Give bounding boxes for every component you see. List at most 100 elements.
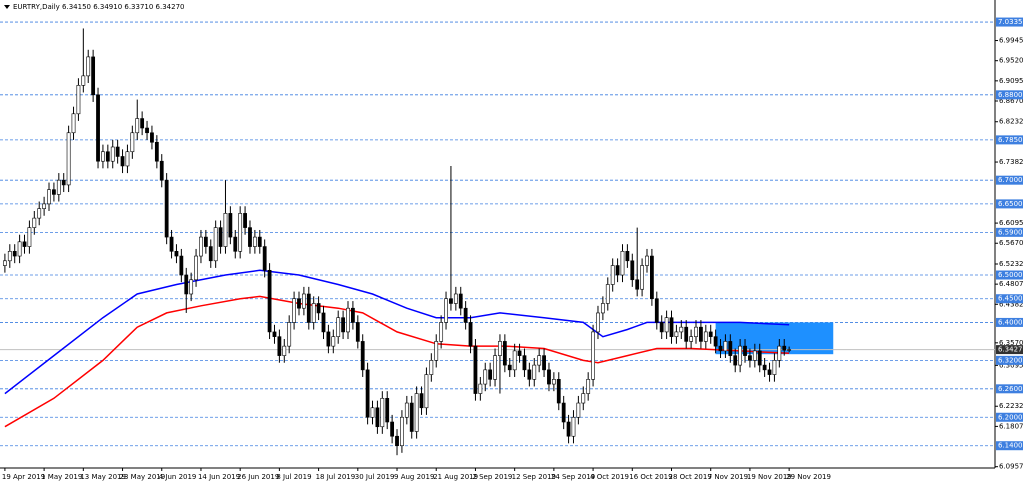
- candle-body: [458, 293, 463, 309]
- candle-body: [282, 345, 287, 356]
- candle-body: [493, 355, 497, 380]
- candle-body: [694, 326, 698, 337]
- candle-body: [752, 350, 757, 361]
- candle-body: [125, 151, 130, 167]
- x-tick-label: 19 Apr 2019: [2, 473, 45, 481]
- x-tick-label: 4 Oct 2019: [590, 473, 629, 481]
- candle-body: [640, 265, 644, 290]
- candle-body: [91, 56, 96, 96]
- last-price-label-bg: [996, 345, 1023, 355]
- level-label: 6.32000: [998, 356, 1024, 364]
- y-tick-label: 6.82325: [999, 118, 1024, 126]
- candle-body: [576, 402, 581, 418]
- candle-body: [782, 345, 787, 351]
- candle-body: [257, 236, 262, 247]
- candle-body: [453, 293, 458, 304]
- candle-body: [12, 251, 17, 257]
- candle-body: [424, 374, 429, 409]
- candle-body: [625, 251, 630, 262]
- candle-body: [566, 421, 571, 437]
- candle-body: [140, 118, 145, 129]
- candle-body: [306, 293, 311, 323]
- y-tick-label: 6.18075: [999, 422, 1024, 430]
- x-tick-label: 1 May 2019: [41, 473, 82, 481]
- candle-body: [743, 345, 747, 356]
- candle-body: [654, 298, 659, 323]
- candle-body: [42, 203, 47, 209]
- candle-body: [199, 236, 203, 257]
- candle-body: [645, 255, 649, 266]
- candle-body: [429, 360, 434, 375]
- candle-body: [400, 416, 404, 447]
- candle-body: [507, 364, 512, 371]
- candle-body: [96, 94, 100, 162]
- x-tick-label: 14 Jun 2019: [198, 473, 240, 481]
- x-tick-label: 4 Jun 2019: [159, 473, 197, 481]
- candle-body: [728, 341, 733, 356]
- candle-body: [498, 341, 502, 356]
- level-label-bg: [996, 441, 1023, 451]
- level-label-bg: [996, 135, 1023, 145]
- candle-body: [787, 349, 792, 351]
- candle-body: [311, 303, 316, 323]
- candle-body: [154, 141, 159, 162]
- candle-body: [395, 435, 399, 447]
- candle-body: [71, 113, 76, 134]
- candle-body: [194, 255, 198, 281]
- candle-body: [772, 360, 777, 375]
- candle-body: [483, 369, 488, 385]
- candle-body: [228, 213, 233, 238]
- level-label-bg: [996, 384, 1023, 394]
- y-tick-label: 6.86700: [999, 97, 1024, 105]
- candle-body: [331, 336, 336, 347]
- level-label-bg: [996, 294, 1023, 304]
- candle-body: [551, 379, 556, 385]
- candle-body: [238, 213, 243, 252]
- x-tick-label: 21 Aug 2019: [433, 473, 478, 481]
- candle-body: [439, 322, 444, 342]
- candle-body: [542, 355, 546, 371]
- candle-body: [757, 350, 762, 366]
- x-tick-label: 19 Nov 2019: [747, 473, 792, 481]
- candle-body: [365, 369, 370, 418]
- x-tick-label: 2 Sep 2019: [472, 473, 512, 481]
- candle-body: [61, 179, 66, 186]
- candle-body: [586, 379, 591, 394]
- candle-body: [738, 345, 743, 366]
- candle-body: [767, 369, 772, 375]
- candle-body: [115, 146, 120, 157]
- candle-body: [213, 227, 218, 262]
- candle-body: [184, 274, 189, 295]
- candle-body: [86, 56, 91, 77]
- candle-body: [105, 151, 110, 162]
- level-label: 6.88000: [998, 91, 1024, 99]
- candle-body: [351, 307, 355, 323]
- candle-body: [527, 369, 532, 380]
- candle-body: [630, 260, 635, 281]
- last-price-label: 6.34270: [998, 346, 1024, 354]
- candle-body: [390, 421, 395, 437]
- x-tick-label: 9 Aug 2019: [394, 473, 434, 481]
- candle-body: [336, 317, 341, 337]
- y-tick-label: 6.43825: [999, 300, 1024, 308]
- x-tick-label: 29 Nov 2019: [786, 473, 831, 481]
- candle-body: [478, 383, 483, 394]
- candle-body: [777, 345, 782, 361]
- candle-body: [370, 407, 375, 418]
- candle-body: [159, 160, 164, 181]
- candle-body: [355, 322, 360, 342]
- candle-body: [3, 260, 7, 266]
- candle-body: [208, 246, 213, 262]
- chart-title: EURTRY,Daily 6.34150 6.34910 6.33710 6.3…: [13, 3, 185, 11]
- candle-body: [596, 312, 600, 333]
- x-tick-label: 8 Jul 2019: [276, 473, 311, 481]
- level-label: 6.65000: [998, 200, 1024, 208]
- y-tick-label: 6.22325: [999, 402, 1024, 410]
- candle-body: [277, 336, 282, 356]
- level-label: 6.59000: [998, 228, 1024, 236]
- candle-body: [679, 326, 684, 333]
- menu-arrow[interactable]: [4, 5, 10, 9]
- candle-body: [110, 146, 115, 162]
- candle-body: [120, 156, 125, 167]
